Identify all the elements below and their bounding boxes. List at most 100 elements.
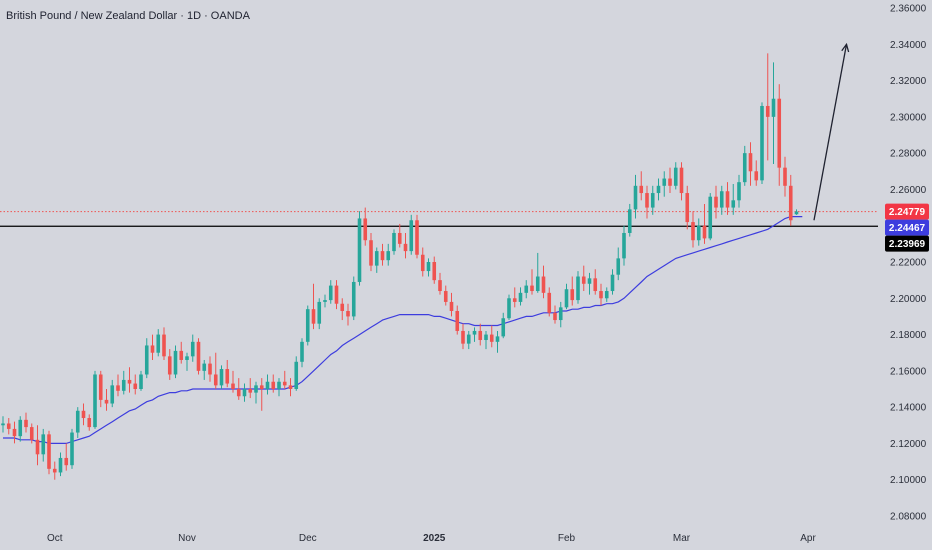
candle (58, 452, 63, 477)
candle-body (323, 300, 327, 302)
candle-body (610, 274, 615, 292)
candle (219, 365, 224, 389)
candle (144, 338, 149, 379)
candle-body (530, 285, 534, 292)
candle (725, 182, 730, 215)
candle-body (771, 98, 776, 117)
candle-body (622, 232, 626, 259)
candle-body (29, 427, 34, 440)
candle-body (484, 334, 488, 341)
candle (449, 292, 454, 317)
y-tick-label: 2.36000 (890, 4, 927, 15)
candle (679, 162, 684, 201)
candle-body (357, 218, 362, 282)
candle (380, 243, 385, 266)
candle (150, 334, 155, 360)
candle (691, 211, 695, 248)
candle-body (374, 251, 379, 266)
candle (420, 247, 425, 277)
candle (461, 323, 465, 350)
candle-body (213, 374, 218, 386)
price-tag-label: 2.24467 (889, 223, 926, 234)
candle (564, 283, 569, 310)
candle (41, 428, 46, 462)
candle (110, 379, 115, 408)
x-tick-label: Feb (558, 533, 576, 544)
candle-body (495, 336, 500, 342)
candle (397, 223, 402, 248)
candle-body (696, 225, 701, 241)
candle (35, 425, 40, 466)
price-tag: 2.24467 (885, 219, 929, 236)
candle-body (242, 389, 247, 397)
candle (650, 185, 655, 215)
x-tick-label: Oct (47, 533, 63, 544)
candle (167, 349, 172, 380)
candle-body (236, 389, 241, 397)
candle (426, 258, 431, 277)
candle (685, 185, 690, 230)
candle-body (397, 232, 402, 244)
candle-body (116, 385, 120, 391)
candle-body (737, 182, 741, 201)
candle-body (351, 281, 356, 317)
candle (271, 374, 276, 393)
candle-body (162, 334, 166, 357)
candle-body (328, 285, 333, 301)
candle (242, 383, 247, 402)
candle-body (403, 243, 408, 252)
candle-body (231, 383, 235, 389)
candle (788, 174, 793, 226)
candle (558, 301, 563, 328)
price-tag: 2.23969 (885, 235, 929, 252)
candle (673, 162, 678, 190)
candle (507, 294, 511, 321)
projection-arrow-head (841, 42, 850, 53)
candle (524, 280, 529, 299)
candle-body (593, 278, 598, 292)
candle (328, 280, 333, 304)
candle-body (265, 381, 270, 389)
candle-body (489, 334, 494, 342)
candle-body (202, 363, 207, 371)
price-tag-bg (885, 235, 929, 252)
candle-body (731, 200, 736, 208)
candle-body (271, 381, 276, 389)
candle (259, 378, 264, 411)
candle (323, 294, 327, 308)
y-tick-label: 2.26000 (890, 185, 927, 196)
candle (627, 203, 632, 237)
candle-body (650, 193, 655, 208)
candle (208, 356, 212, 382)
candle (213, 352, 218, 389)
candle (719, 185, 724, 215)
candle-body (386, 251, 391, 261)
candle-body (535, 276, 540, 292)
candle-body (133, 383, 138, 389)
candle-body (1, 423, 5, 426)
candle (254, 381, 258, 404)
candle-body (794, 211, 799, 215)
candle-body (679, 167, 684, 194)
y-tick-label: 2.14000 (890, 403, 927, 414)
candle-body (35, 439, 40, 455)
candle-body (547, 292, 552, 313)
candle (530, 269, 534, 295)
candle-body (714, 196, 718, 208)
candle-body (127, 379, 132, 384)
candle-body (708, 196, 713, 239)
candle-body (553, 312, 557, 321)
candle (121, 370, 126, 395)
candle (162, 327, 166, 360)
candle (231, 370, 235, 393)
candle-body (104, 399, 109, 404)
candle (386, 243, 391, 266)
candle-body (219, 369, 224, 386)
candle-body (369, 240, 373, 266)
candle (139, 370, 143, 391)
candle (783, 156, 787, 197)
candle-body (633, 185, 638, 210)
candle (438, 272, 442, 295)
candle (553, 305, 557, 324)
